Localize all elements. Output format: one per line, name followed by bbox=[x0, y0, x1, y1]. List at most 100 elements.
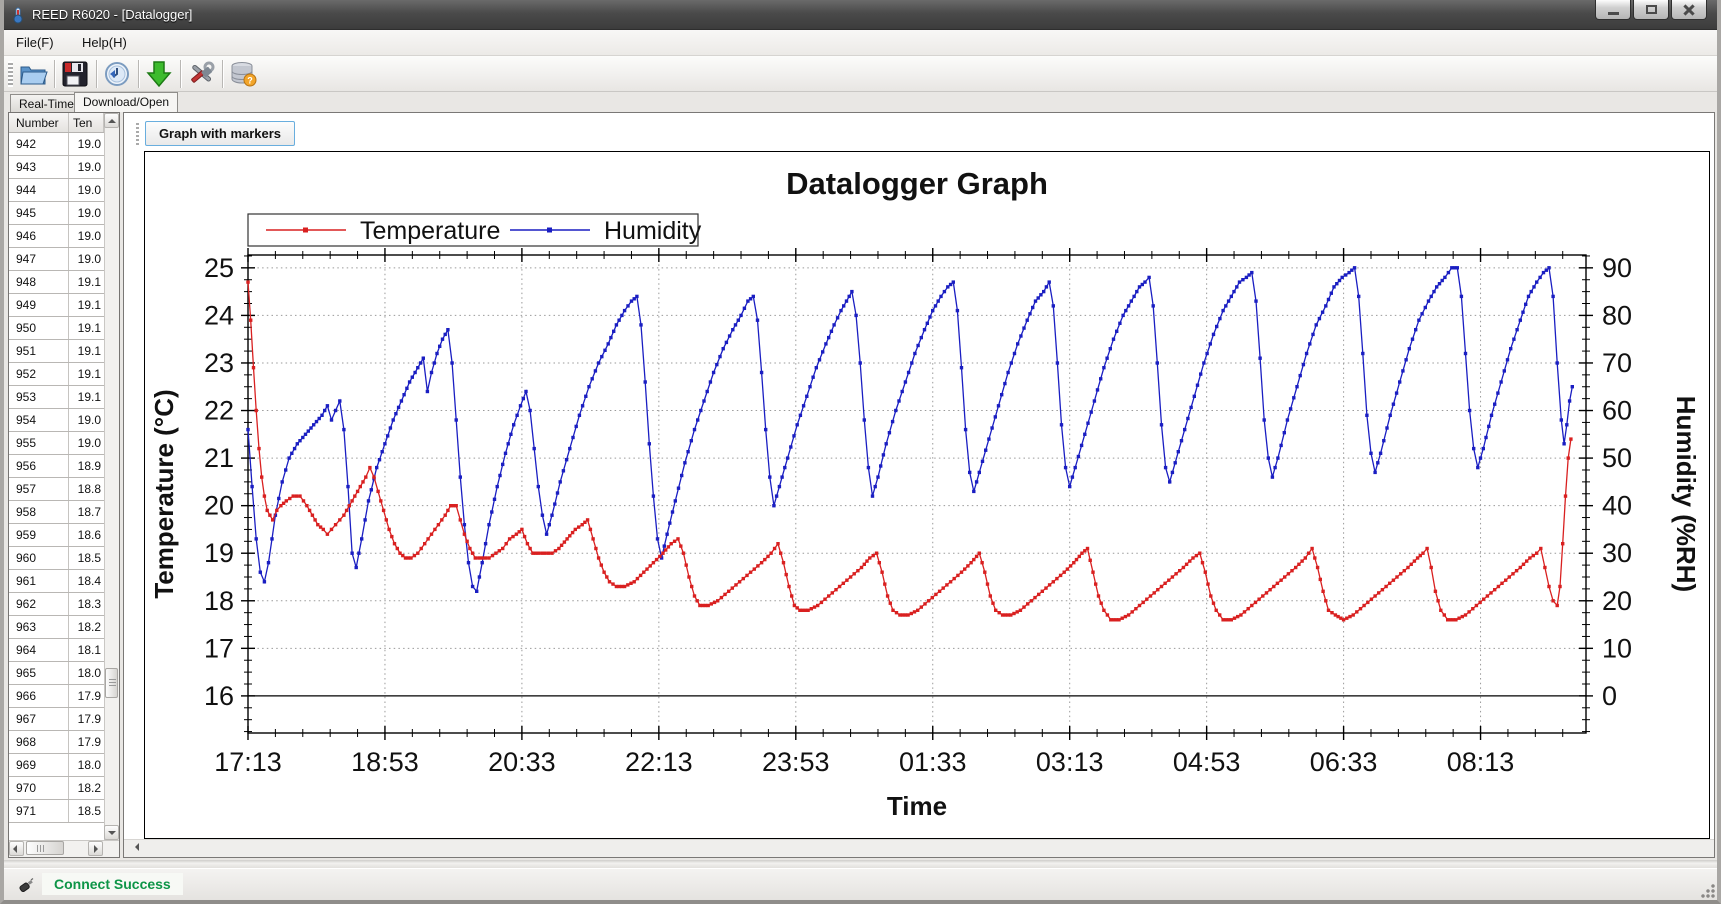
table-row[interactable]: 95519.0 bbox=[9, 432, 104, 455]
table-row[interactable]: 96218.3 bbox=[9, 593, 104, 616]
horizontal-scroll-thumb[interactable] bbox=[26, 841, 64, 855]
cell-temperature: 19.0 bbox=[69, 248, 104, 270]
save-button[interactable] bbox=[58, 58, 92, 90]
table-row[interactable]: 96817.9 bbox=[9, 731, 104, 754]
settings-button[interactable] bbox=[184, 58, 218, 90]
table-row[interactable]: 95618.9 bbox=[9, 455, 104, 478]
cell-number: 967 bbox=[9, 708, 69, 730]
graph-horizontal-scrollbar[interactable] bbox=[124, 839, 1714, 857]
scroll-up-button[interactable] bbox=[104, 113, 119, 128]
table-row[interactable]: 96617.9 bbox=[9, 685, 104, 708]
scroll-right-button[interactable] bbox=[88, 841, 103, 856]
table-horizontal-scrollbar[interactable] bbox=[9, 840, 119, 857]
plug-icon bbox=[18, 877, 34, 893]
toolbar-separator bbox=[54, 60, 55, 88]
cell-temperature: 17.9 bbox=[69, 685, 104, 707]
table-row[interactable]: 96918.0 bbox=[9, 754, 104, 777]
close-button[interactable] bbox=[1671, 0, 1707, 20]
table-row[interactable]: 95019.1 bbox=[9, 317, 104, 340]
table-row[interactable]: 94719.0 bbox=[9, 248, 104, 271]
title-bar[interactable]: REED R6020 - [Datalogger] bbox=[0, 0, 1721, 30]
table-row[interactable]: 94319.0 bbox=[9, 156, 104, 179]
cell-number: 948 bbox=[9, 271, 69, 293]
scroll-down-button[interactable] bbox=[104, 825, 119, 840]
arrow-left-icon bbox=[13, 845, 17, 853]
table-row[interactable]: 95419.0 bbox=[9, 409, 104, 432]
real-time-clock-button[interactable] bbox=[100, 58, 134, 90]
table-row[interactable]: 96717.9 bbox=[9, 708, 104, 731]
download-button[interactable] bbox=[142, 58, 176, 90]
close-icon bbox=[1683, 3, 1696, 16]
cell-temperature: 18.9 bbox=[69, 455, 104, 477]
open-file-button[interactable] bbox=[16, 58, 50, 90]
thumb-grip-icon bbox=[109, 679, 116, 687]
cell-temperature: 18.2 bbox=[69, 777, 104, 799]
table-row[interactable]: 97018.2 bbox=[9, 777, 104, 800]
toolbar-separator bbox=[180, 60, 181, 88]
cell-temperature: 18.5 bbox=[69, 800, 104, 822]
table-row[interactable]: 96018.5 bbox=[9, 547, 104, 570]
clock-history-icon bbox=[101, 59, 133, 89]
table-row[interactable]: 96418.1 bbox=[9, 639, 104, 662]
cell-temperature: 19.0 bbox=[69, 409, 104, 431]
cell-temperature: 18.3 bbox=[69, 593, 104, 615]
table-row[interactable]: 94219.0 bbox=[9, 133, 104, 156]
svg-text:40: 40 bbox=[1602, 491, 1632, 521]
table-row[interactable]: 94419.0 bbox=[9, 179, 104, 202]
svg-text:Datalogger Graph: Datalogger Graph bbox=[786, 166, 1048, 201]
svg-text:Temperature: Temperature bbox=[360, 217, 500, 245]
cell-number: 950 bbox=[9, 317, 69, 339]
resize-grip[interactable] bbox=[1701, 884, 1715, 898]
scroll-left-button[interactable] bbox=[9, 841, 24, 856]
cell-temperature: 19.0 bbox=[69, 202, 104, 224]
table-row[interactable]: 95119.1 bbox=[9, 340, 104, 363]
svg-text:17:13: 17:13 bbox=[214, 747, 282, 777]
cell-number: 957 bbox=[9, 478, 69, 500]
table-row[interactable]: 95319.1 bbox=[9, 386, 104, 409]
cell-number: 961 bbox=[9, 570, 69, 592]
table-row[interactable]: 95918.6 bbox=[9, 524, 104, 547]
table-row[interactable]: 95818.7 bbox=[9, 501, 104, 524]
table-row[interactable]: 94619.0 bbox=[9, 225, 104, 248]
menu-help[interactable]: Help(H) bbox=[70, 30, 139, 55]
column-header-number[interactable]: Number bbox=[9, 113, 69, 132]
table-row[interactable]: 94819.1 bbox=[9, 271, 104, 294]
table-row[interactable]: 96518.0 bbox=[9, 662, 104, 685]
tab-real-time[interactable]: Real-Time bbox=[10, 94, 83, 112]
column-header-temperature[interactable]: Ten bbox=[69, 113, 104, 132]
cell-number: 956 bbox=[9, 455, 69, 477]
table-header: Number Ten bbox=[9, 113, 104, 133]
toolbar-grip[interactable] bbox=[8, 61, 13, 87]
graph-with-markers-button[interactable]: Graph with markers bbox=[145, 121, 295, 146]
table-row[interactable]: 96118.4 bbox=[9, 570, 104, 593]
cell-temperature: 19.0 bbox=[69, 133, 104, 155]
table-row[interactable]: 97118.5 bbox=[9, 800, 104, 823]
connection-status: Connect Success bbox=[42, 873, 183, 895]
svg-text:30: 30 bbox=[1602, 538, 1632, 568]
cell-number: 970 bbox=[9, 777, 69, 799]
table-row[interactable]: 96318.2 bbox=[9, 616, 104, 639]
cell-temperature: 18.2 bbox=[69, 616, 104, 638]
table-row[interactable]: 94519.0 bbox=[9, 202, 104, 225]
cell-number: 942 bbox=[9, 133, 69, 155]
vertical-scroll-thumb[interactable] bbox=[105, 668, 118, 698]
cell-temperature: 19.1 bbox=[69, 294, 104, 316]
table-row[interactable]: 95718.8 bbox=[9, 478, 104, 501]
table-vertical-scrollbar[interactable] bbox=[104, 113, 119, 840]
cell-temperature: 19.1 bbox=[69, 386, 104, 408]
thumb-grip-icon bbox=[37, 845, 45, 852]
status-bar: Connect Success bbox=[4, 868, 1717, 900]
minimize-icon bbox=[1608, 12, 1619, 15]
graph-scroll-left-button[interactable] bbox=[132, 840, 147, 855]
cell-temperature: 19.0 bbox=[69, 179, 104, 201]
maximize-button[interactable] bbox=[1633, 0, 1669, 20]
cell-number: 949 bbox=[9, 294, 69, 316]
minimize-button[interactable] bbox=[1595, 0, 1631, 20]
table-row[interactable]: 94919.1 bbox=[9, 294, 104, 317]
svg-text:04:53: 04:53 bbox=[1173, 747, 1241, 777]
menu-file[interactable]: File(F) bbox=[4, 30, 66, 55]
graph-toolbar-grip[interactable] bbox=[136, 123, 139, 145]
data-help-button[interactable]: ? bbox=[226, 58, 260, 90]
tab-download-open[interactable]: Download/Open bbox=[74, 92, 178, 112]
table-row[interactable]: 95219.1 bbox=[9, 363, 104, 386]
